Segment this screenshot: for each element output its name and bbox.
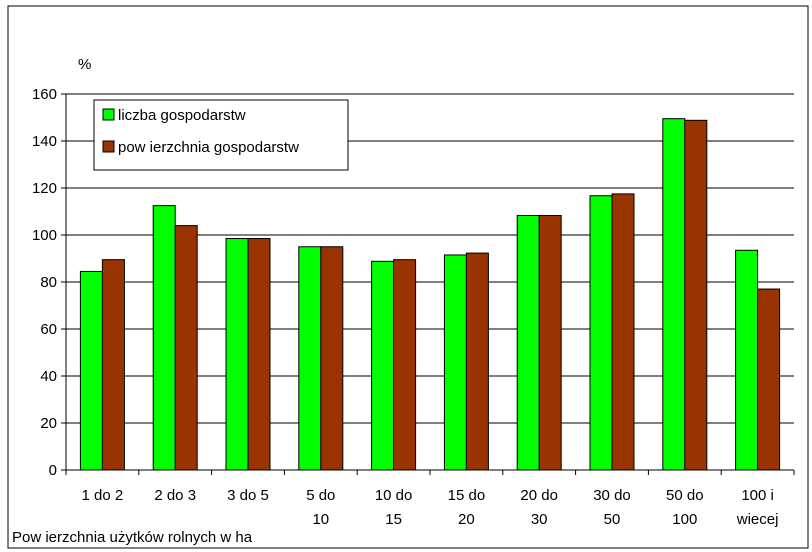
x-tick-label: 50 do 100 xyxy=(666,487,704,528)
y-axis-label: % xyxy=(78,56,91,73)
x-tick-labels: 1 do 2 2 do 3 3 do 5 5 do 10 10 do 15 15 do 20 20… xyxy=(82,487,779,528)
x-tick-label: 100 i wiecej xyxy=(736,487,779,528)
bar-liczba-3 xyxy=(298,246,322,471)
x-tick-label: 10 do 15 xyxy=(375,487,413,528)
bar-powierzchnia-9 xyxy=(757,288,781,471)
legend-box xyxy=(93,99,349,171)
bar-powierzchnia-2 xyxy=(247,238,271,471)
legend-label: pow ierzchnia gospodarstw xyxy=(118,139,299,156)
bar-powierzchnia-0 xyxy=(101,259,125,471)
legend-swatch xyxy=(102,140,115,153)
bar-liczba-1 xyxy=(152,205,176,471)
y-tick-label: 60 xyxy=(40,321,57,338)
bar-powierzchnia-1 xyxy=(174,225,198,471)
x-tick-label: 20 do 30 xyxy=(520,487,558,528)
bar-liczba-4 xyxy=(371,260,395,471)
x-tick-label: 5 do 10 xyxy=(306,487,335,528)
y-tick-label: 40 xyxy=(40,368,57,385)
bar-liczba-8 xyxy=(662,118,686,471)
bar-liczba-9 xyxy=(735,249,759,471)
x-axis-label: Pow ierzchnia użytków rolnych w ha xyxy=(12,529,253,546)
y-tick-label: 0 xyxy=(49,462,57,479)
y-tick-label: 140 xyxy=(32,133,57,150)
bar-powierzchnia-6 xyxy=(538,214,562,471)
bar-powierzchnia-8 xyxy=(684,119,708,471)
x-tick-label: 1 do 2 xyxy=(82,487,124,504)
x-tick-label: 2 do 3 xyxy=(154,487,196,504)
legend-swatch xyxy=(102,108,115,121)
bar-liczba-7 xyxy=(589,195,613,471)
x-tick-label: 15 do 20 xyxy=(448,487,486,528)
y-tick-label: 80 xyxy=(40,274,57,291)
x-tick-label: 30 do 50 xyxy=(593,487,631,528)
bar-liczba-0 xyxy=(79,270,103,471)
bar-liczba-2 xyxy=(225,238,249,471)
y-tick-labels: 0 20 40 60 80 100 120 140 160 xyxy=(32,86,57,479)
bar-liczba-5 xyxy=(443,254,467,471)
legend: liczba gospodarstw pow ierzchnia gospodar… xyxy=(93,99,349,171)
legend-label: liczba gospodarstw xyxy=(118,107,246,124)
y-tick-label: 100 xyxy=(32,227,57,244)
y-tick-label: 120 xyxy=(32,180,57,197)
axes xyxy=(65,94,795,475)
bar-powierzchnia-4 xyxy=(393,259,417,471)
y-tick-label: 20 xyxy=(40,415,57,432)
x-tick-label: 3 do 5 xyxy=(227,487,269,504)
y-tick-label: 160 xyxy=(32,86,57,103)
bar-powierzchnia-5 xyxy=(465,252,489,471)
bars xyxy=(79,118,781,471)
bar-powierzchnia-7 xyxy=(611,193,635,471)
bar-powierzchnia-3 xyxy=(320,246,344,471)
bar-liczba-6 xyxy=(516,214,540,471)
